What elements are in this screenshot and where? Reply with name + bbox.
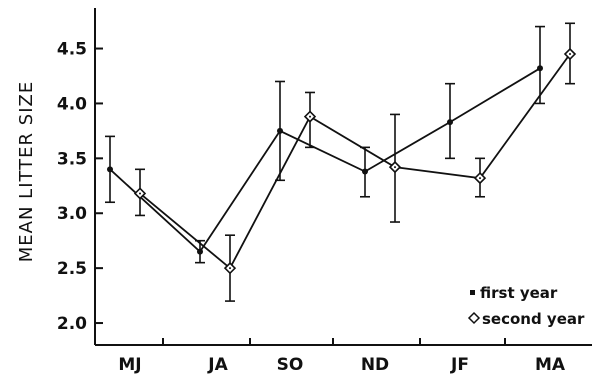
y-tick-label: 3.0 — [57, 204, 87, 224]
y-tick-label: 2.0 — [57, 314, 87, 334]
legend: first year second year — [469, 284, 585, 328]
y-tick-label: 4.5 — [57, 40, 87, 60]
legend-marker-second-year — [469, 313, 479, 323]
y-axis-title: MEAN LITTER SIZE — [16, 81, 37, 262]
y-tick-label: 3.5 — [57, 149, 87, 169]
x-tick-label: ND — [361, 355, 389, 375]
data-point-diamond-center — [309, 116, 311, 118]
legend-label-first-year: first year — [480, 284, 558, 302]
data-point-dot — [447, 119, 453, 125]
legend-label-second-year: second year — [482, 310, 585, 328]
y-tick-label: 4.0 — [57, 94, 87, 114]
data-point-diamond-center — [394, 166, 396, 168]
x-tick-label: MJ — [118, 355, 141, 375]
y-tick-label: 2.5 — [57, 259, 87, 279]
data-point-diamond-center — [229, 267, 231, 269]
data-point-diamond-center — [569, 53, 571, 55]
series-line — [110, 68, 540, 251]
x-tick-label: JF — [450, 355, 469, 375]
series-second-year — [135, 23, 575, 301]
data-point-dot — [107, 166, 113, 172]
data-point-dot — [277, 128, 283, 134]
series-line — [140, 54, 570, 268]
x-tick-label: SO — [277, 355, 304, 375]
x-tick-label: JA — [207, 355, 228, 375]
legend-marker-first-year — [470, 290, 475, 295]
data-point-dot — [197, 249, 203, 255]
data-point-diamond-center — [479, 177, 481, 179]
series-first-year — [105, 27, 545, 263]
x-tick-label: MA — [535, 355, 566, 375]
data-point-dot — [537, 65, 543, 71]
data-point-dot — [362, 169, 368, 175]
data-point-diamond-center — [139, 192, 141, 194]
